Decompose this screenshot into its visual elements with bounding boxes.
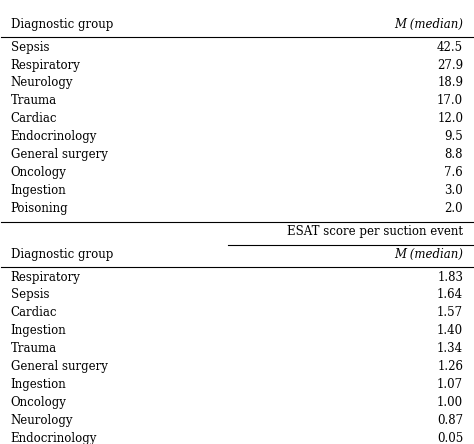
- Text: Oncology: Oncology: [11, 396, 67, 409]
- Text: 0.05: 0.05: [437, 432, 463, 444]
- Text: 3.0: 3.0: [445, 184, 463, 197]
- Text: Cardiac: Cardiac: [11, 112, 57, 125]
- Text: Neurology: Neurology: [11, 76, 73, 90]
- Text: 2.0: 2.0: [445, 202, 463, 215]
- Text: 27.9: 27.9: [437, 59, 463, 71]
- Text: M (median): M (median): [394, 18, 463, 31]
- Text: 7.6: 7.6: [445, 166, 463, 179]
- Text: Trauma: Trauma: [11, 342, 57, 355]
- Text: ESAT score per suction event: ESAT score per suction event: [287, 226, 463, 238]
- Text: Poisoning: Poisoning: [11, 202, 68, 215]
- Text: 12.0: 12.0: [437, 112, 463, 125]
- Text: Endocrinology: Endocrinology: [11, 432, 97, 444]
- Text: Ingestion: Ingestion: [11, 325, 66, 337]
- Text: Respiratory: Respiratory: [11, 59, 81, 71]
- Text: 17.0: 17.0: [437, 95, 463, 107]
- Text: 1.40: 1.40: [437, 325, 463, 337]
- Text: 1.57: 1.57: [437, 306, 463, 319]
- Text: Diagnostic group: Diagnostic group: [11, 248, 113, 261]
- Text: Neurology: Neurology: [11, 414, 73, 427]
- Text: Cardiac: Cardiac: [11, 306, 57, 319]
- Text: Trauma: Trauma: [11, 95, 57, 107]
- Text: 18.9: 18.9: [437, 76, 463, 90]
- Text: 1.00: 1.00: [437, 396, 463, 409]
- Text: Diagnostic group: Diagnostic group: [11, 18, 113, 31]
- Text: 42.5: 42.5: [437, 40, 463, 54]
- Text: Ingestion: Ingestion: [11, 378, 66, 391]
- Text: Sepsis: Sepsis: [11, 289, 49, 301]
- Text: 1.83: 1.83: [437, 270, 463, 284]
- Text: 1.64: 1.64: [437, 289, 463, 301]
- Text: Oncology: Oncology: [11, 166, 67, 179]
- Text: Respiratory: Respiratory: [11, 270, 81, 284]
- Text: 0.87: 0.87: [437, 414, 463, 427]
- Text: General surgery: General surgery: [11, 360, 108, 373]
- Text: 9.5: 9.5: [445, 131, 463, 143]
- Text: 1.26: 1.26: [437, 360, 463, 373]
- Text: 1.34: 1.34: [437, 342, 463, 355]
- Text: Sepsis: Sepsis: [11, 40, 49, 54]
- Text: Ingestion: Ingestion: [11, 184, 66, 197]
- Text: General surgery: General surgery: [11, 148, 108, 161]
- Text: 8.8: 8.8: [445, 148, 463, 161]
- Text: Endocrinology: Endocrinology: [11, 131, 97, 143]
- Text: M (median): M (median): [394, 248, 463, 261]
- Text: 1.07: 1.07: [437, 378, 463, 391]
